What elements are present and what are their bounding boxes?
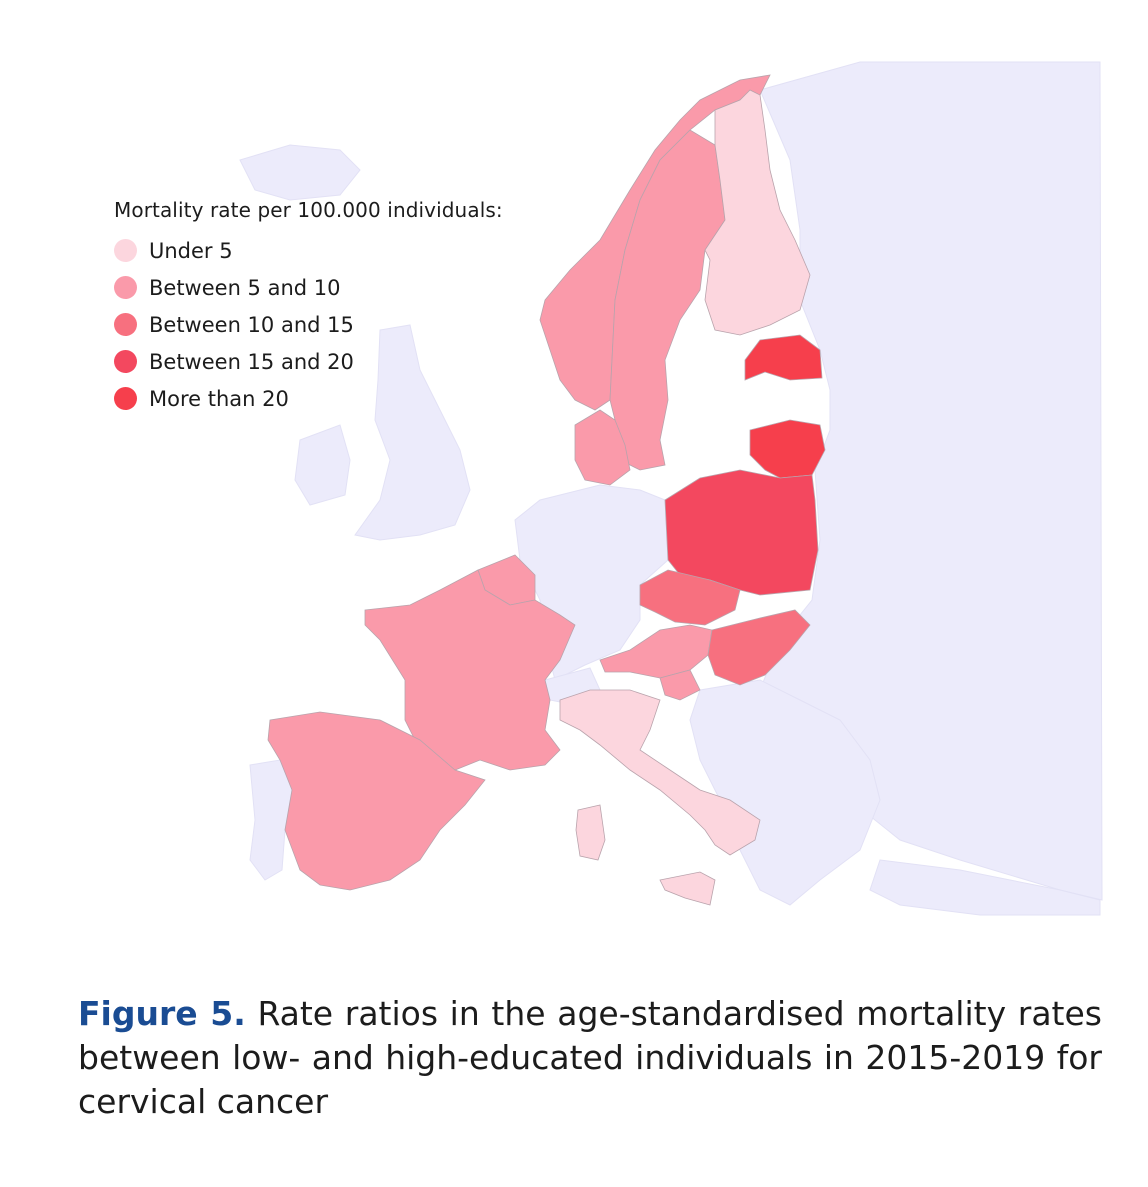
country-hungary (707, 609, 811, 686)
country-france (364, 569, 576, 771)
legend-label: Between 15 and 20 (149, 349, 354, 374)
background-land (239, 61, 1103, 916)
legend: Mortality rate per 100.000 individuals: … (114, 198, 503, 417)
background-turkey (869, 859, 1101, 916)
country-czechia (639, 569, 741, 626)
legend-swatch (114, 276, 137, 299)
background-balkans (689, 679, 881, 906)
legend-item-5-10: Between 5 and 10 (114, 269, 503, 306)
country-estonia (744, 334, 823, 381)
legend-item-10-15: Between 10 and 15 (114, 306, 503, 343)
legend-swatch (114, 239, 137, 262)
country-lithuania (749, 419, 826, 479)
legend-item-more-than-20: More than 20 (114, 380, 503, 417)
figure-caption: Figure 5. Rate ratios in the age-standar… (78, 992, 1102, 1124)
legend-item-under-5: Under 5 (114, 232, 503, 269)
country-finland (704, 89, 811, 336)
legend-swatch (114, 387, 137, 410)
country-slovenia (659, 669, 701, 701)
country-spain (267, 711, 486, 891)
country-italy-sicily (659, 871, 716, 906)
europe-map (239, 61, 1103, 916)
country-denmark (574, 409, 631, 486)
legend-label: Under 5 (149, 238, 233, 263)
figure-label: Figure 5. (78, 994, 246, 1033)
background-great-britain (354, 324, 471, 541)
legend-label: Between 5 and 10 (149, 275, 341, 300)
legend-swatch (114, 350, 137, 373)
legend-item-15-20: Between 15 and 20 (114, 343, 503, 380)
legend-title: Mortality rate per 100.000 individuals: (114, 198, 503, 222)
background-ireland (294, 424, 351, 506)
country-layer (267, 74, 826, 906)
legend-label: More than 20 (149, 386, 289, 411)
background-iceland (239, 144, 361, 201)
figure-caption-text: Rate ratios in the age-standardised mort… (78, 994, 1102, 1121)
country-italy-sardinia (575, 804, 606, 861)
legend-label: Between 10 and 15 (149, 312, 354, 337)
legend-swatch (114, 313, 137, 336)
background-portugal (249, 759, 293, 881)
country-italy (559, 689, 761, 856)
